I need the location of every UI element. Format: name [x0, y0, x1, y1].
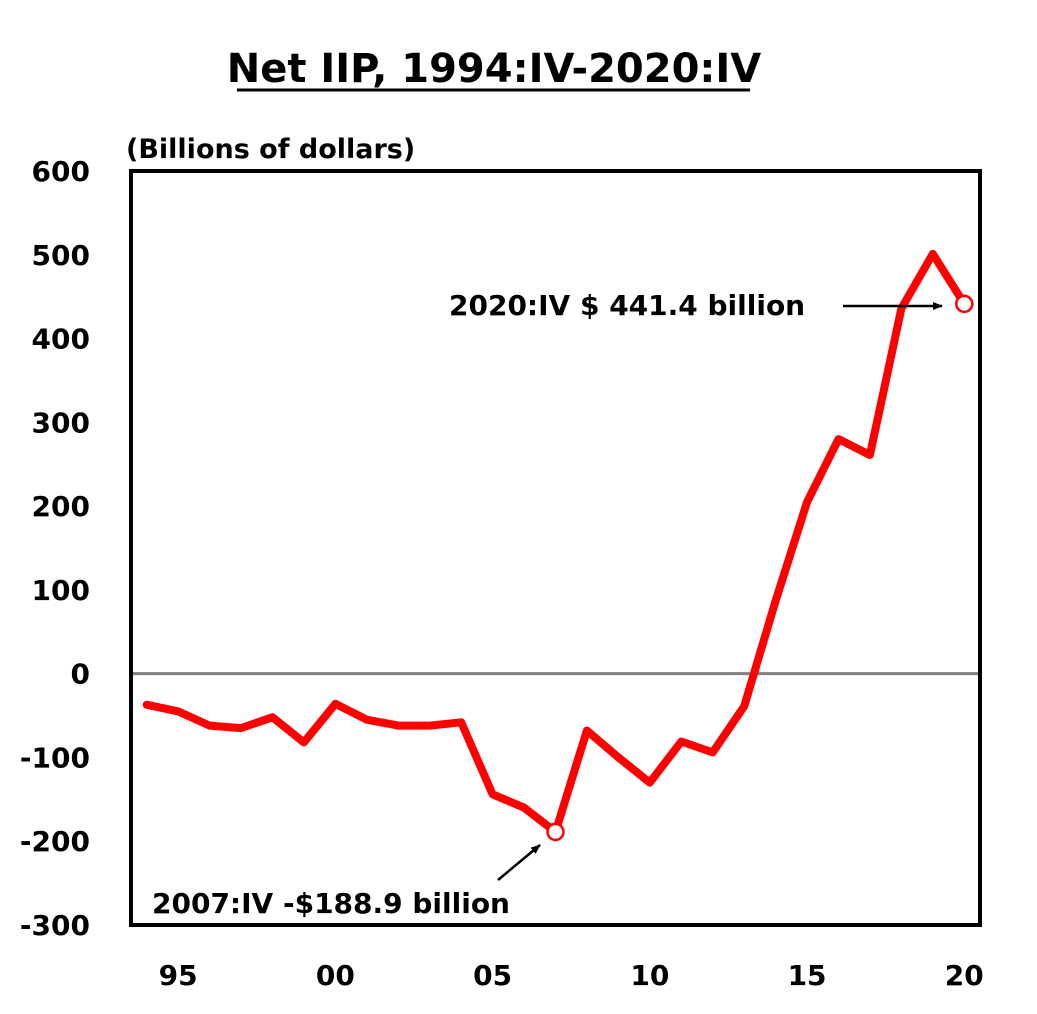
y-tick-label: 100 [32, 574, 90, 607]
x-tick-label: 20 [945, 959, 984, 992]
data-point [743, 705, 745, 707]
y-tick-label: 300 [32, 406, 90, 439]
y-tick-label: -100 [20, 741, 90, 774]
data-point [617, 756, 619, 758]
data-point [177, 710, 179, 712]
data-point [303, 741, 305, 743]
y-axis-unit-label: (Billions of dollars) [126, 134, 415, 165]
x-tick-label: 15 [788, 959, 827, 992]
data-point [429, 725, 431, 727]
annotation-2020-label: 2020:IV $ 441.4 billion [449, 289, 805, 322]
y-tick-label: 0 [71, 658, 90, 691]
x-tick-label: 10 [630, 959, 669, 992]
data-point [146, 704, 148, 706]
data-point [869, 454, 871, 456]
series-group [142, 249, 974, 842]
chart-title: Net IIP, 1994:IV-2020:IV [227, 46, 762, 92]
data-point [272, 716, 273, 718]
y-tick-label: 200 [32, 490, 90, 523]
data-point [492, 793, 494, 795]
y-axis-ticks: 600 500 400 300 200 100 0 -100 -200 -300 [20, 155, 90, 942]
data-point [900, 307, 902, 309]
x-tick-label: 95 [159, 959, 198, 992]
y-tick-label: 400 [32, 323, 90, 356]
x-tick-label: 05 [473, 959, 512, 992]
data-point [649, 782, 651, 784]
y-tick-label: 600 [32, 155, 90, 188]
x-tick-label: 00 [316, 959, 355, 992]
highlight-marker [955, 294, 974, 314]
annotations: 2020:IV $ 441.4 billion 2007:IV -$188.9 … [152, 289, 943, 920]
data-point [209, 725, 211, 727]
highlight-marker [546, 822, 565, 842]
x-axis-ticks: 95 00 05 10 15 20 [159, 959, 984, 992]
data-point [397, 725, 399, 727]
plot-frame [129, 169, 982, 927]
data-point [334, 703, 336, 705]
data-point [366, 719, 368, 721]
y-tick-label: 500 [32, 239, 90, 272]
data-point [586, 730, 588, 732]
data-point [712, 751, 714, 753]
series-line [142, 249, 969, 836]
y-tick-label: -200 [20, 825, 90, 858]
data-point [775, 600, 777, 602]
data-point [523, 807, 525, 809]
data-point [932, 253, 934, 255]
annotation-2007-arrow [497, 844, 541, 881]
annotation-2007-label: 2007:IV -$188.9 billion [152, 887, 510, 920]
data-point [838, 438, 839, 440]
data-point [460, 721, 462, 723]
y-tick-label: -300 [20, 909, 90, 942]
data-point [680, 741, 682, 743]
data-point [806, 501, 808, 503]
data-point [240, 727, 242, 729]
